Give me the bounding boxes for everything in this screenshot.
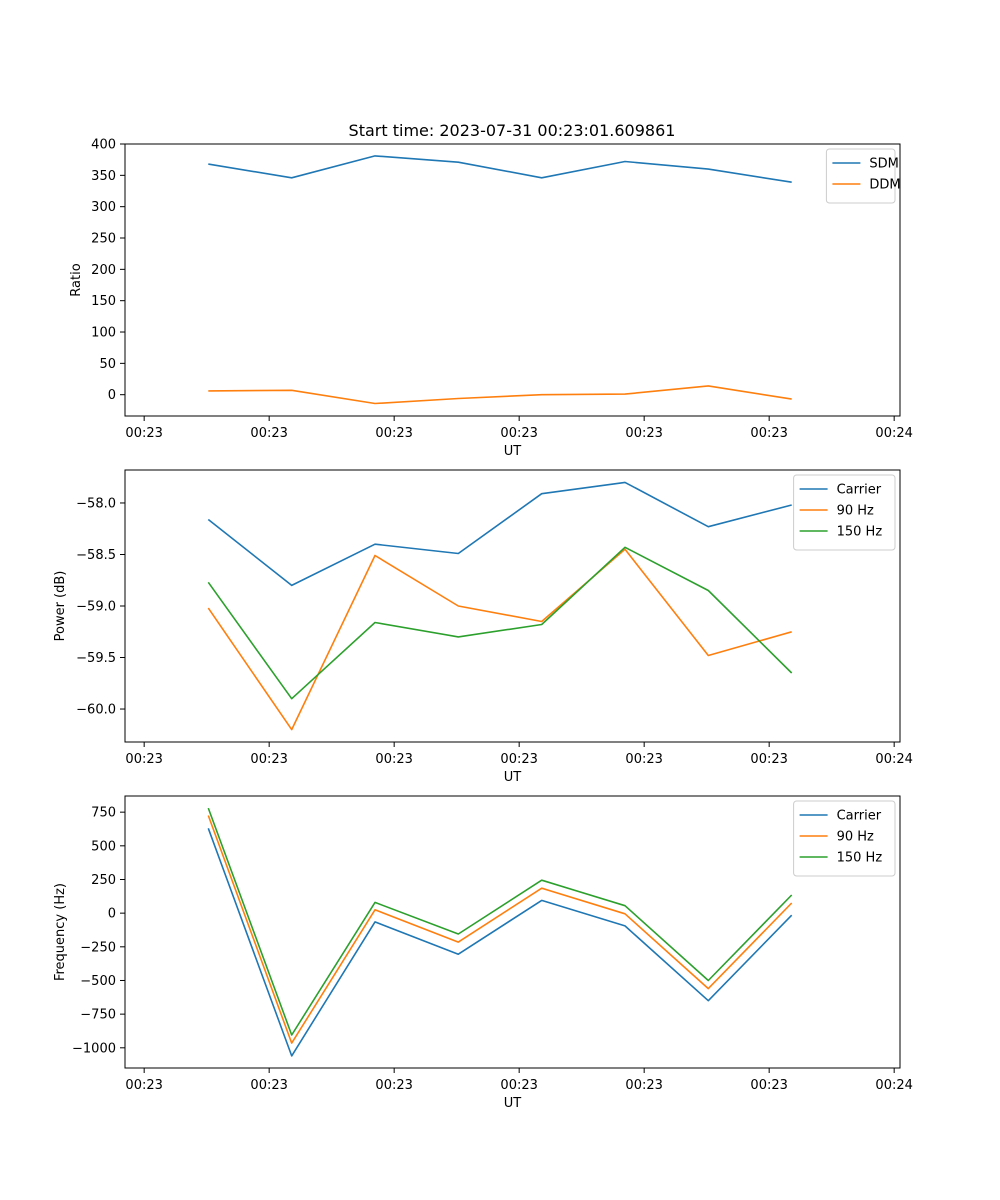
x-tick-label: 00:23	[250, 426, 287, 441]
x-tick-label: 00:23	[250, 752, 287, 767]
series-line-carrier	[207, 481, 792, 587]
x-axis-label: UT	[504, 1096, 522, 1111]
x-tick-label: 00:23	[750, 426, 787, 441]
x-axis-label: UT	[504, 444, 522, 459]
x-tick-label: 00:23	[375, 1078, 412, 1093]
y-tick-label: 500	[91, 839, 116, 854]
series-line-90-hz	[207, 815, 793, 1044]
y-axis-label: Frequency (Hz)	[53, 883, 68, 981]
y-tick-label: 400	[91, 138, 116, 153]
x-tick-label: 00:24	[875, 1078, 912, 1093]
x-tick-label: 00:23	[250, 1078, 287, 1093]
x-tick-label: 00:23	[500, 1078, 537, 1093]
legend-label: Carrier	[837, 483, 882, 498]
y-tick-label: −58.0	[76, 496, 116, 511]
x-tick-label: 00:23	[375, 426, 412, 441]
y-tick-label: 200	[91, 263, 116, 278]
y-tick-label: −60.0	[76, 703, 116, 718]
y-tick-label: 300	[91, 200, 116, 215]
x-tick-label: 00:23	[750, 752, 787, 767]
series-line-carrier	[207, 828, 793, 1057]
y-tick-label: −59.5	[76, 651, 116, 666]
plot-area-3	[124, 795, 901, 1069]
x-tick-label: 00:23	[750, 1078, 787, 1093]
y-tick-label: 0	[108, 388, 116, 403]
legend-label: 90 Hz	[837, 504, 874, 519]
legend-label: 90 Hz	[837, 830, 874, 845]
y-tick-label: −500	[80, 974, 116, 989]
plot-area-1	[124, 143, 901, 417]
y-tick-label: 750	[91, 806, 116, 821]
figure-title: Start time: 2023-07-31 00:23:01.609861	[349, 121, 676, 140]
y-tick-label: 50	[99, 357, 116, 372]
series-line-150-hz	[207, 807, 793, 1036]
legend-label: 150 Hz	[837, 851, 883, 866]
x-tick-label: 00:23	[375, 752, 412, 767]
legend: Carrier 90 Hz 150 Hz	[793, 800, 896, 877]
series-line-sdm	[208, 155, 792, 183]
panels: 00:23 00:23 00:23 00:23 00:23 00:23 00:24 0 50 10…	[53, 138, 913, 1112]
legend: Carrier 90 Hz 150 Hz	[793, 474, 896, 551]
panel-1: 00:23 00:23 00:23 00:23 00:23 00:23 00:24 0 50 10…	[69, 138, 913, 460]
y-tick-label: −58.5	[76, 548, 116, 563]
panel-3: 00:23 00:23 00:23 00:23 00:23 00:23 00:24 750 50…	[53, 795, 913, 1111]
x-tick-label: 00:23	[125, 1078, 162, 1093]
x-tick-label: 00:23	[500, 752, 537, 767]
x-tick-label: 00:23	[500, 426, 537, 441]
legend: SDM DDM	[825, 148, 901, 204]
x-tick-label: 00:23	[125, 426, 162, 441]
y-tick-label: 100	[91, 326, 116, 341]
x-tick-label: 00:23	[625, 752, 662, 767]
x-tick-label: 00:23	[625, 426, 662, 441]
legend-label: 150 Hz	[837, 525, 883, 540]
series-line-150-hz	[207, 546, 793, 700]
legend-label: Carrier	[837, 809, 882, 824]
y-tick-label: −59.0	[76, 600, 116, 615]
x-tick-label: 00:23	[125, 752, 162, 767]
legend-label: SDM	[869, 157, 898, 172]
y-tick-label: 250	[91, 232, 116, 247]
series-line-ddm	[208, 385, 792, 405]
y-axis-label: Ratio	[69, 263, 84, 296]
x-tick-label: 00:24	[875, 426, 912, 441]
legend-label: DDM	[869, 178, 900, 193]
x-tick-label: 00:23	[625, 1078, 662, 1093]
y-tick-label: 150	[91, 294, 116, 309]
y-tick-label: −250	[80, 940, 116, 955]
y-tick-label: 0	[108, 907, 116, 922]
x-tick-label: 00:24	[875, 752, 912, 767]
y-tick-label: 250	[91, 873, 116, 888]
y-tick-label: 350	[91, 169, 116, 184]
series-line-90-hz	[207, 548, 792, 731]
panel-2: 00:23 00:23 00:23 00:23 00:23 00:23 00:24 −58.0…	[53, 469, 913, 785]
y-tick-label: −1000	[72, 1041, 116, 1056]
y-tick-label: −750	[80, 1008, 116, 1023]
y-axis-label: Power (dB)	[53, 571, 68, 642]
x-axis-label: UT	[504, 770, 522, 785]
